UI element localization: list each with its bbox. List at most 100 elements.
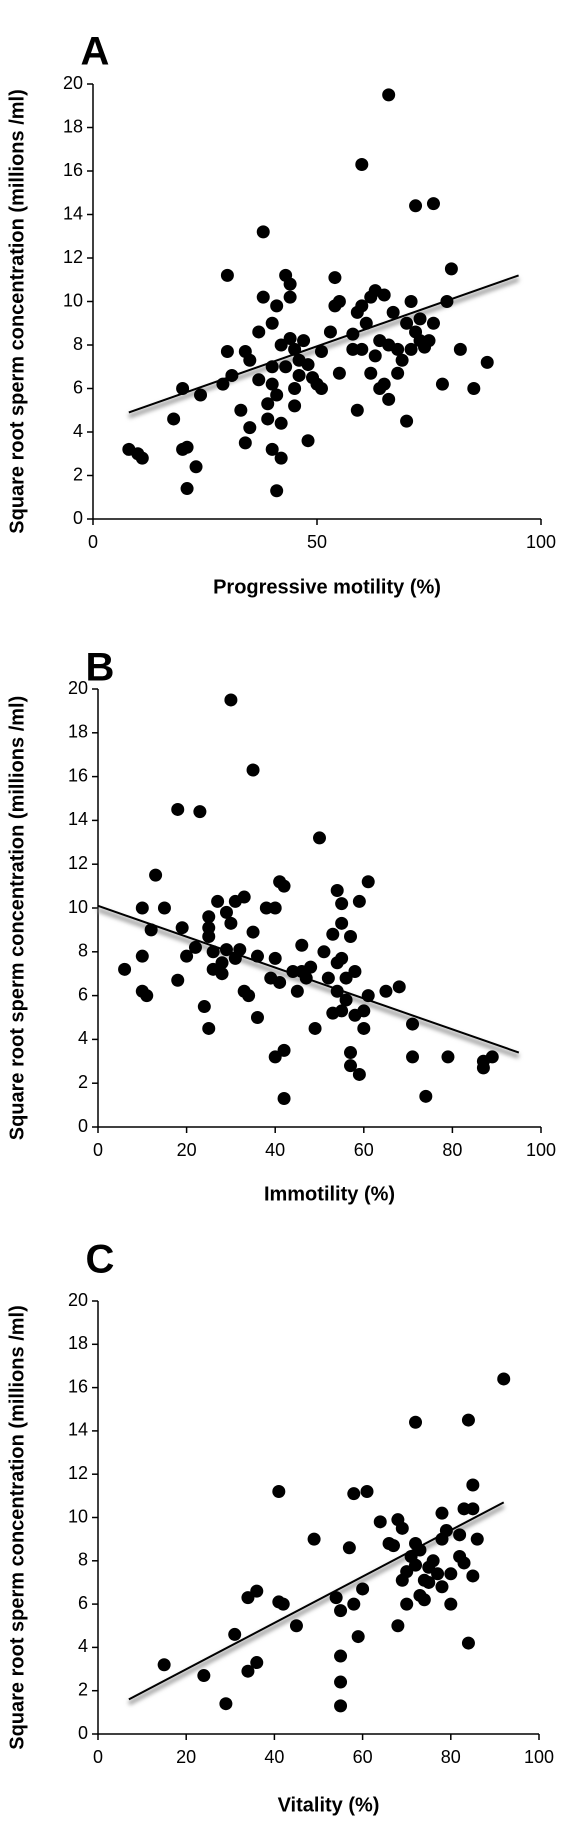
point: [288, 382, 302, 395]
point: [175, 921, 189, 935]
point: [377, 377, 391, 391]
point: [400, 414, 414, 428]
y-tick-label: 16: [68, 1376, 88, 1396]
point: [292, 368, 306, 382]
point: [444, 262, 458, 276]
point: [435, 377, 449, 391]
y-tick-label: 20: [68, 1290, 88, 1310]
point: [289, 1619, 303, 1633]
point: [290, 984, 304, 998]
point: [373, 1515, 387, 1529]
point: [270, 299, 284, 313]
point: [314, 345, 328, 359]
point: [342, 1541, 356, 1555]
point: [361, 875, 375, 889]
point: [386, 305, 400, 319]
point: [344, 1059, 358, 1073]
point: [395, 353, 409, 367]
point: [391, 1619, 405, 1633]
point: [391, 366, 405, 380]
x-tick-label: 0: [93, 1747, 103, 1767]
y-tick-label: 12: [68, 853, 88, 873]
point: [265, 377, 279, 391]
point: [382, 392, 396, 406]
point: [250, 949, 264, 963]
point: [323, 325, 337, 339]
x-tick-label: 20: [177, 1140, 197, 1160]
point: [466, 1502, 480, 1516]
point: [140, 989, 154, 1003]
point: [335, 916, 349, 930]
x-axis-label: Vitality (%): [278, 1794, 380, 1816]
point: [406, 1050, 420, 1064]
point: [211, 894, 225, 908]
point: [355, 299, 369, 313]
point: [220, 345, 234, 359]
point: [348, 965, 362, 979]
point: [250, 1656, 264, 1670]
point: [252, 373, 266, 387]
point: [335, 1004, 349, 1018]
point: [413, 312, 427, 326]
x-tick-label: 80: [441, 1747, 461, 1767]
point: [270, 484, 284, 498]
y-tick-label: 8: [78, 941, 88, 961]
x-tick-label: 100: [526, 1140, 556, 1160]
point: [308, 1021, 322, 1035]
point: [283, 290, 297, 304]
point: [330, 984, 344, 998]
point: [409, 1415, 423, 1429]
x-tick-label: 100: [524, 1747, 554, 1767]
point: [265, 360, 279, 374]
y-tick-label: 0: [73, 508, 83, 528]
point: [426, 1554, 440, 1568]
y-tick-label: 14: [63, 203, 83, 223]
y-tick-label: 4: [73, 421, 83, 441]
x-tick-label: 0: [88, 532, 98, 552]
point: [441, 1050, 455, 1064]
point: [219, 943, 233, 957]
point: [279, 360, 293, 374]
point: [202, 929, 216, 943]
point: [351, 1630, 365, 1644]
point: [417, 1593, 431, 1607]
point: [268, 951, 282, 965]
point: [360, 1485, 374, 1499]
point: [356, 1582, 370, 1596]
point: [413, 1543, 427, 1557]
point: [256, 290, 270, 304]
point: [225, 368, 239, 382]
point: [314, 382, 328, 395]
panel-label: B: [86, 646, 115, 690]
point: [350, 403, 364, 417]
point: [274, 451, 288, 465]
point: [329, 1591, 343, 1605]
x-tick-label: 50: [307, 532, 327, 552]
point: [283, 277, 297, 291]
point: [197, 1000, 211, 1014]
y-tick-label: 18: [68, 722, 88, 742]
point: [334, 1699, 348, 1713]
point: [265, 442, 279, 456]
y-tick-label: 10: [63, 290, 83, 310]
x-tick-label: 60: [354, 1140, 374, 1160]
point: [188, 940, 202, 954]
point: [368, 349, 382, 363]
point: [357, 1004, 371, 1018]
point: [339, 993, 353, 1007]
point: [215, 967, 229, 981]
point: [476, 1061, 490, 1075]
point: [391, 342, 405, 356]
x-axis-label: Immotility (%): [264, 1183, 395, 1205]
point: [135, 901, 149, 915]
point: [261, 397, 275, 411]
x-tick-label: 0: [93, 1140, 103, 1160]
point: [321, 971, 335, 985]
point: [379, 984, 393, 998]
point: [176, 382, 190, 395]
point: [409, 1558, 423, 1572]
y-axis-label: Square root sperm concentration (million…: [6, 1305, 28, 1750]
point: [250, 1584, 264, 1598]
point: [301, 358, 315, 372]
point: [180, 949, 194, 963]
